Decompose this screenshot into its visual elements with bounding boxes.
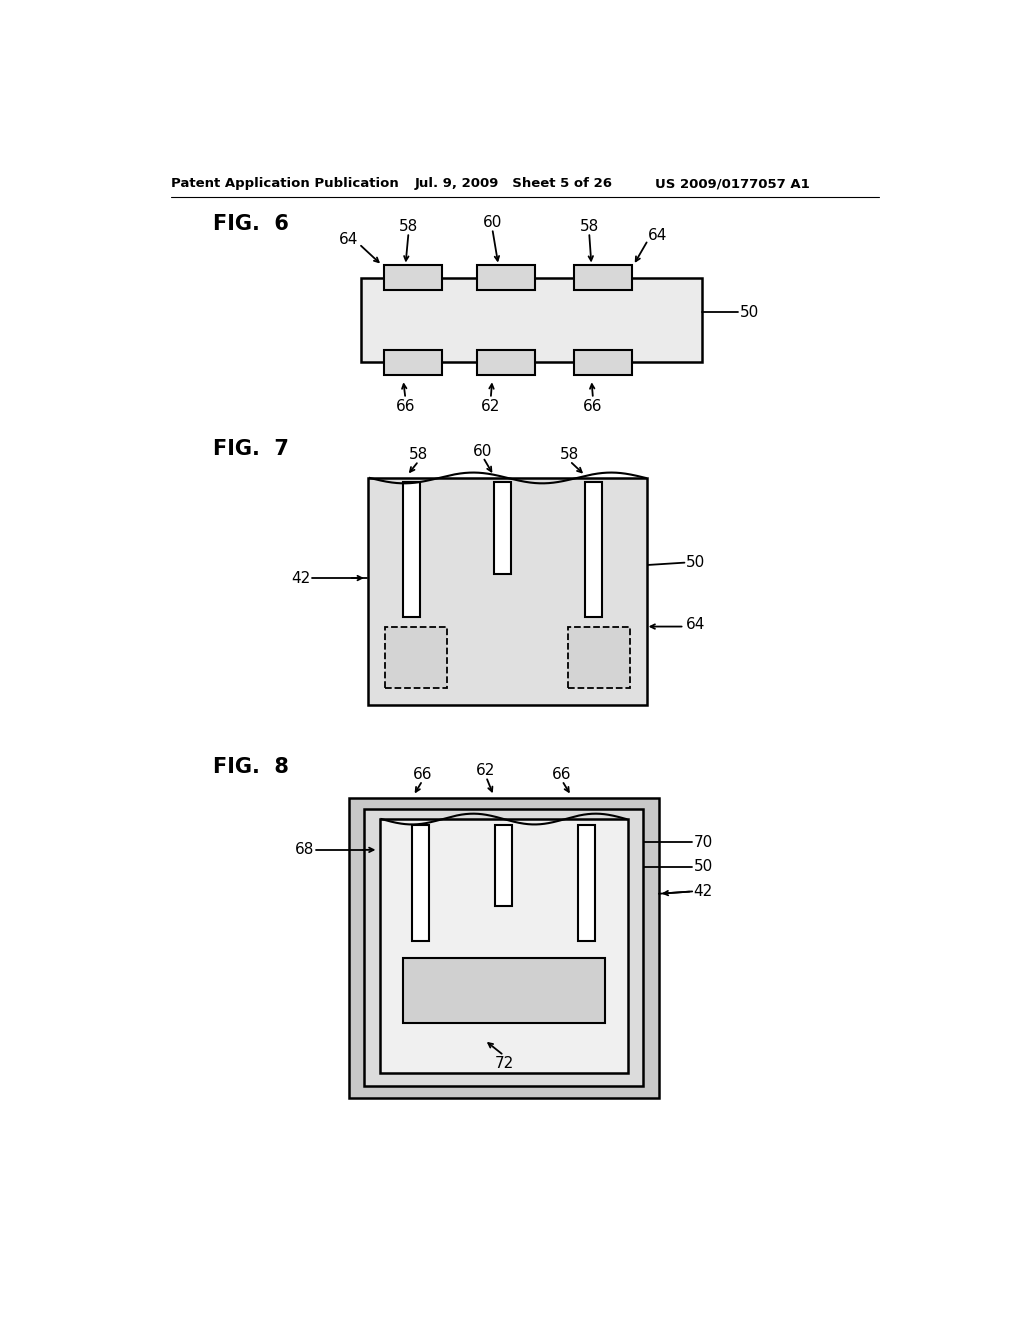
Bar [369, 478, 647, 705]
Text: Jul. 9, 2009   Sheet 5 of 26: Jul. 9, 2009 Sheet 5 of 26 [415, 177, 612, 190]
Bar [384, 350, 442, 375]
Text: 42: 42 [291, 570, 310, 586]
Text: 60: 60 [473, 444, 493, 458]
Bar [477, 265, 535, 290]
Text: 50: 50 [740, 305, 760, 319]
Text: 58: 58 [399, 219, 418, 234]
Text: 66: 66 [584, 399, 603, 414]
Text: 72: 72 [495, 1056, 513, 1071]
Text: 58: 58 [580, 219, 599, 234]
Bar [573, 350, 632, 375]
Bar [586, 482, 602, 616]
Text: Patent Application Publication: Patent Application Publication [171, 177, 398, 190]
Text: 50: 50 [686, 556, 706, 570]
Text: 62: 62 [481, 399, 501, 414]
Bar [380, 818, 628, 1073]
Text: US 2009/0177057 A1: US 2009/0177057 A1 [655, 177, 810, 190]
Bar [403, 958, 604, 1023]
Bar [360, 277, 701, 363]
Text: FIG.  8: FIG. 8 [213, 756, 289, 776]
Bar [385, 627, 447, 688]
Bar [477, 350, 535, 375]
Text: 66: 66 [413, 767, 432, 781]
Text: 58: 58 [560, 447, 580, 462]
Bar [568, 627, 630, 688]
Bar [365, 809, 643, 1086]
Text: 50: 50 [693, 859, 713, 874]
Bar [496, 825, 512, 906]
Text: 58: 58 [409, 447, 428, 462]
Text: 66: 66 [395, 399, 415, 414]
Bar [384, 265, 442, 290]
Text: 64: 64 [647, 228, 667, 243]
Text: 64: 64 [339, 232, 358, 247]
Text: 70: 70 [693, 834, 713, 850]
Text: 62: 62 [476, 763, 496, 777]
Text: 68: 68 [295, 842, 314, 858]
Bar [494, 482, 511, 574]
Text: 66: 66 [552, 767, 571, 781]
Text: 60: 60 [482, 215, 502, 230]
Text: 42: 42 [693, 884, 713, 899]
Bar [573, 265, 632, 290]
Bar [349, 797, 658, 1098]
Text: FIG.  6: FIG. 6 [213, 214, 289, 234]
Text: 64: 64 [686, 616, 706, 632]
Bar [403, 482, 420, 616]
Bar [413, 825, 429, 941]
Bar [579, 825, 595, 941]
Text: FIG.  7: FIG. 7 [213, 440, 289, 459]
